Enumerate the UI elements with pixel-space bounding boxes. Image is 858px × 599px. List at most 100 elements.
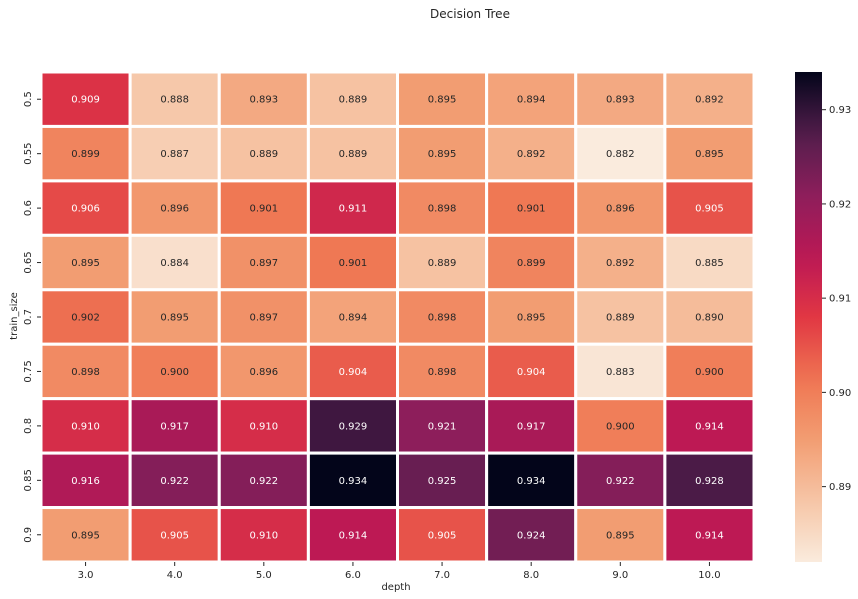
heatmap-cell-value: 0.893 — [249, 95, 278, 106]
x-tick-label: 5.0 — [256, 570, 272, 581]
y-tick-label: 0.75 — [23, 360, 34, 382]
heatmap-cell-value: 0.897 — [249, 313, 278, 324]
y-axis-ticks: 0.5 0.55 0.6 0.65 0.7 0.75 0.8 0.85 0.9 — [23, 91, 41, 543]
heatmap-cell — [128, 397, 221, 455]
heatmap-cell-value: 0.904 — [339, 367, 368, 378]
heatmap-cell-value: 0.901 — [339, 258, 368, 269]
x-tick-label: 6.0 — [345, 570, 361, 581]
heatmap-cell — [574, 397, 667, 455]
heatmap-cell — [217, 397, 310, 455]
colorbar-tick-label: 0.93 — [829, 105, 851, 116]
heatmap-cell-value: 0.922 — [160, 476, 189, 487]
heatmap-cell-value: 0.895 — [517, 313, 546, 324]
heatmap-cell-value: 0.899 — [71, 149, 100, 160]
heatmap-cell-value: 0.895 — [71, 530, 100, 541]
heatmap-cell-value: 0.893 — [606, 95, 635, 106]
heatmap-cell-value: 0.895 — [71, 258, 100, 269]
heatmap-cell-value: 0.892 — [517, 149, 546, 160]
heatmap-cell — [663, 506, 756, 564]
y-tick-label: 0.5 — [23, 91, 34, 107]
x-axis-label: depth — [381, 582, 410, 593]
x-tick-label: 9.0 — [612, 570, 628, 581]
heatmap-cell — [217, 506, 310, 564]
heatmap-cell-value: 0.901 — [249, 204, 278, 215]
heatmap-cell-value: 0.897 — [249, 258, 278, 269]
heatmap-cells: 0.909 0.888 0.893 0.889 0.895 0.894 0.893 0.892… — [39, 70, 756, 564]
heatmap-cell — [485, 397, 578, 455]
heatmap-cell-value: 0.934 — [517, 476, 546, 487]
heatmap-cell-value: 0.934 — [339, 476, 368, 487]
x-tick-label: 4.0 — [167, 570, 183, 581]
heatmap-cell-value: 0.890 — [695, 313, 724, 324]
x-axis-ticks: 3.0 4.0 5.0 6.0 7.0 8.0 9.0 10.0 — [78, 562, 721, 581]
heatmap-cell-value: 0.914 — [695, 421, 724, 432]
heatmap-cell-value: 0.887 — [160, 149, 189, 160]
heatmap-cell — [485, 342, 578, 401]
heatmap-cell — [306, 506, 400, 564]
colorbar — [795, 72, 822, 562]
heatmap-cell-value: 0.909 — [71, 95, 100, 106]
heatmap-cell-value: 0.892 — [695, 95, 724, 106]
x-tick-label: 8.0 — [523, 570, 539, 581]
heatmap-cell — [217, 179, 310, 237]
heatmap-cell-value: 0.910 — [249, 421, 278, 432]
heatmap-cell — [485, 124, 578, 183]
heatmap-cell — [485, 179, 578, 237]
heatmap-cell-value: 0.896 — [160, 204, 189, 215]
y-tick-label: 0.8 — [23, 418, 34, 434]
heatmap-cell-value: 0.884 — [160, 258, 189, 269]
heatmap-cell — [663, 179, 756, 237]
heatmap-cell-value: 0.895 — [160, 313, 189, 324]
heatmap-cell-value: 0.905 — [695, 204, 724, 215]
x-tick-label: 3.0 — [78, 570, 94, 581]
heatmap-cell-value: 0.922 — [249, 476, 278, 487]
heatmap-cell — [663, 70, 756, 128]
heatmap-cell-value: 0.916 — [71, 476, 100, 487]
heatmap-cell — [306, 288, 400, 346]
heatmap-cell-value: 0.899 — [517, 258, 546, 269]
colorbar-ticks: 0.89 0.90 0.91 0.92 0.93 — [822, 105, 851, 493]
heatmap-cell — [396, 506, 489, 564]
heatmap-cell-value: 0.924 — [517, 530, 546, 541]
heatmap-cell-value: 0.905 — [160, 530, 189, 541]
heatmap-cell-value: 0.888 — [160, 95, 189, 106]
heatmap-cell — [306, 124, 400, 183]
heatmap-cell — [396, 342, 489, 401]
colorbar-tick-label: 0.92 — [829, 199, 851, 210]
heatmap-cell-value: 0.914 — [339, 530, 368, 541]
heatmap-cell-value: 0.914 — [695, 530, 724, 541]
heatmap-cell-value: 0.900 — [606, 421, 635, 432]
heatmap-cell-value: 0.889 — [428, 258, 457, 269]
x-tick-label: 7.0 — [434, 570, 450, 581]
heatmap-cell-value: 0.928 — [695, 476, 724, 487]
heatmap-cell — [396, 288, 489, 346]
heatmap-cell-value: 0.906 — [71, 204, 100, 215]
heatmap-cell-value: 0.929 — [339, 421, 368, 432]
heatmap-cell — [663, 124, 756, 183]
heatmap-cell-value: 0.892 — [606, 258, 635, 269]
heatmap-cell — [396, 233, 489, 292]
heatmap-cell — [217, 233, 310, 292]
heatmap-cell-value: 0.885 — [695, 258, 724, 269]
heatmap-cell-value: 0.921 — [428, 421, 457, 432]
heatmap-cell — [396, 451, 489, 510]
heatmap-cell — [306, 179, 400, 237]
x-tick-label: 10.0 — [698, 570, 720, 581]
heatmap-cell — [663, 451, 756, 510]
y-tick-label: 0.55 — [23, 143, 34, 165]
heatmap-cell-value: 0.896 — [249, 367, 278, 378]
heatmap-cell-value: 0.901 — [517, 204, 546, 215]
heatmap-cell-value: 0.904 — [517, 367, 546, 378]
heatmap-cell-value: 0.917 — [517, 421, 546, 432]
y-tick-label: 0.6 — [23, 200, 34, 216]
chart-title: Decision Tree — [430, 7, 510, 21]
y-axis-label: train_size — [9, 292, 20, 340]
heatmap-cell-value: 0.895 — [606, 530, 635, 541]
heatmap-cell-value: 0.900 — [160, 367, 189, 378]
heatmap-cell-value: 0.925 — [428, 476, 457, 487]
heatmap-cell-value: 0.898 — [428, 204, 457, 215]
heatmap-cell-value: 0.889 — [249, 149, 278, 160]
heatmap-cell-value: 0.889 — [339, 149, 368, 160]
heatmap-cell — [128, 124, 221, 183]
heatmap-cell — [128, 506, 221, 564]
